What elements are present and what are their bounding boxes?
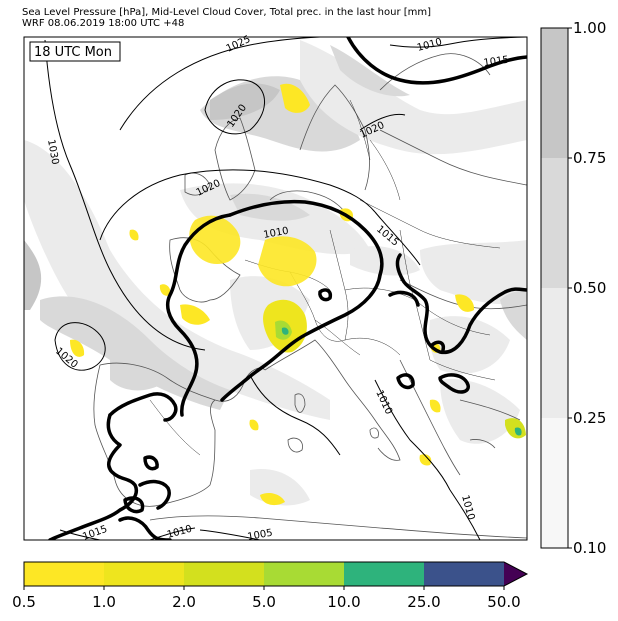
chart-title-line1: Sea Level Pressure [hPa], Mid-Level Clou… bbox=[22, 7, 432, 18]
isobar-label: 1030 bbox=[45, 139, 60, 166]
precip-colorbar-tick: 10.0 bbox=[327, 593, 360, 611]
precip-colorbar-tick: 25.0 bbox=[407, 593, 440, 611]
time-label-box: 18 UTC Mon bbox=[29, 41, 121, 62]
precip-colorbar-tick: 1.0 bbox=[92, 593, 116, 611]
precip-colorbar-tick: 5.0 bbox=[252, 593, 276, 611]
isobar-label: 1010 bbox=[263, 226, 290, 241]
isobars-thin bbox=[44, 37, 527, 540]
time-label: 18 UTC Mon bbox=[34, 45, 112, 60]
coastlines bbox=[93, 53, 527, 539]
precip-colorbar-tick: 2.0 bbox=[172, 593, 196, 611]
isobar-labels: 1030 1025 1020 1020 1020 1020 1015 1010 … bbox=[45, 34, 510, 543]
precip-colorbar-segment bbox=[184, 562, 264, 586]
map-frame bbox=[23, 36, 528, 541]
cloud-colorbar-segment bbox=[541, 288, 568, 418]
map-panel: 1030 1025 1020 1020 1020 1020 1015 1010 … bbox=[23, 34, 528, 543]
precip-colorbar-segment bbox=[264, 562, 344, 586]
precip-colorbar-segment bbox=[344, 562, 424, 586]
isobar-label: 1005 bbox=[247, 528, 274, 543]
precip-colorbar: 0.5 1.0 2.0 5.0 10.0 25.0 50.0 bbox=[12, 561, 529, 611]
cloud-colorbar-tick: 1.00 bbox=[573, 19, 606, 37]
precip-colorbar-segment bbox=[24, 562, 104, 586]
precip-colorbar-segment bbox=[424, 562, 504, 586]
cloud-colorbar-segment bbox=[541, 28, 568, 158]
precip-colorbar-extend-arrow bbox=[504, 562, 527, 586]
cloud-colorbar-segment bbox=[541, 158, 568, 288]
cloud-colorbar-tick: 0.10 bbox=[573, 539, 606, 557]
precip-colorbar-tick: 0.5 bbox=[12, 593, 36, 611]
cloud-colorbar: 1.00 0.75 0.50 0.25 0.10 bbox=[540, 19, 606, 557]
cloud-colorbar-tick: 0.25 bbox=[573, 409, 606, 427]
cloud-colorbar-segment bbox=[541, 418, 568, 548]
cloud-colorbar-tick: 0.75 bbox=[573, 149, 606, 167]
precip-colorbar-tick: 50.0 bbox=[487, 593, 520, 611]
chart-title-line2: WRF 08.06.2019 18:00 UTC +48 bbox=[22, 18, 185, 29]
cloud-colorbar-tick: 0.50 bbox=[573, 279, 606, 297]
isobars-thick bbox=[48, 37, 527, 540]
isobar-label: 1015 bbox=[483, 55, 510, 69]
precip-colorbar-segment bbox=[104, 562, 184, 586]
